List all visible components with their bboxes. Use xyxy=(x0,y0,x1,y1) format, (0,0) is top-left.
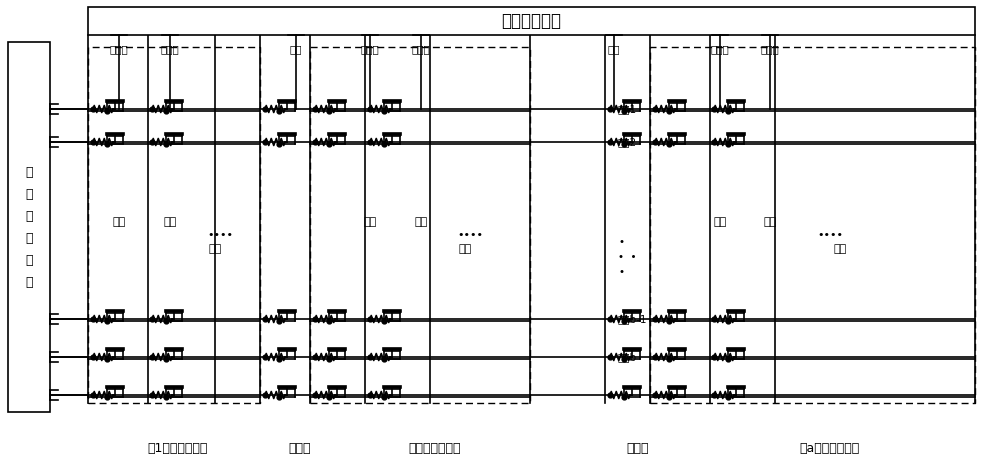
Text: 位1记忆单元阵列: 位1记忆单元阵列 xyxy=(148,443,208,455)
Text: 参照列: 参照列 xyxy=(627,443,649,455)
Text: •  •: • • xyxy=(618,252,637,262)
Text: 解: 解 xyxy=(25,232,33,245)
Text: 位线: 位线 xyxy=(414,217,428,227)
Text: 位a记忆单元阵列: 位a记忆单元阵列 xyxy=(800,443,860,455)
Text: 参照: 参照 xyxy=(290,44,302,54)
Text: 字线1: 字线1 xyxy=(618,104,637,114)
Text: 字线b: 字线b xyxy=(618,352,637,362)
Text: ••••: •••• xyxy=(457,230,483,240)
Text: 字线b-1: 字线b-1 xyxy=(618,314,648,324)
Text: 器: 器 xyxy=(25,276,33,289)
Text: 列地址解码器: 列地址解码器 xyxy=(501,12,561,30)
Text: 位线: 位线 xyxy=(763,217,777,227)
Text: 字线2: 字线2 xyxy=(618,137,637,147)
Bar xyxy=(8,42,50,412)
Text: ••••: •••• xyxy=(817,230,843,240)
Text: 源线: 源线 xyxy=(208,244,222,254)
Text: 记忆元: 记忆元 xyxy=(161,44,179,54)
Text: •: • xyxy=(618,267,624,277)
Bar xyxy=(88,7,975,35)
Text: •: • xyxy=(618,237,624,247)
Text: 记忆元: 记忆元 xyxy=(761,44,779,54)
Text: 记忆元: 记忆元 xyxy=(711,44,729,54)
Text: 源线: 源线 xyxy=(458,244,472,254)
Text: 记忆元: 记忆元 xyxy=(412,44,430,54)
Text: 参照: 参照 xyxy=(608,44,620,54)
Text: 位线: 位线 xyxy=(363,217,377,227)
Text: 码: 码 xyxy=(25,254,33,267)
Text: 位线: 位线 xyxy=(713,217,727,227)
Text: 记忆元: 记忆元 xyxy=(110,44,128,54)
Text: 地: 地 xyxy=(25,187,33,200)
Text: ••••: •••• xyxy=(207,230,233,240)
Text: 位线: 位线 xyxy=(112,217,126,227)
Text: 址: 址 xyxy=(25,210,33,222)
Text: 参照列: 参照列 xyxy=(289,443,311,455)
Text: 位线: 位线 xyxy=(163,217,177,227)
Text: 位记忆单元阵列: 位记忆单元阵列 xyxy=(409,443,461,455)
Text: 行: 行 xyxy=(25,165,33,178)
Text: 记忆元: 记忆元 xyxy=(361,44,379,54)
Text: 源线: 源线 xyxy=(833,244,847,254)
